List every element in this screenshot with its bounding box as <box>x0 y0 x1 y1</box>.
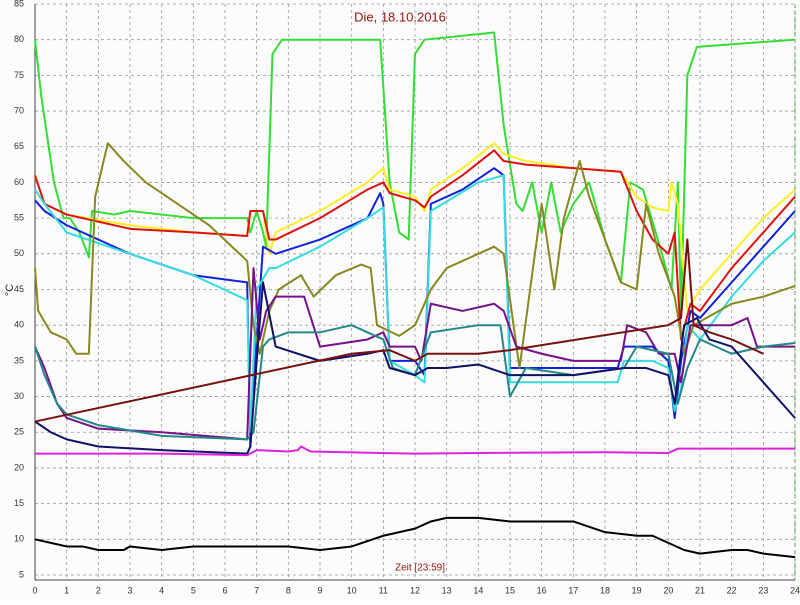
x-tick-label: 11 <box>379 585 388 595</box>
x-tick-label: 0 <box>32 585 37 595</box>
x-tick-label: 16 <box>537 585 547 595</box>
x-tick-label: 1 <box>64 585 69 595</box>
y-tick-label: 30 <box>14 391 24 401</box>
x-tick-label: 10 <box>347 585 357 595</box>
y-tick-label: 65 <box>14 141 24 151</box>
y-tick-label: 75 <box>14 70 24 80</box>
y-tick-label: 45 <box>14 284 24 294</box>
x-tick-label: 20 <box>663 585 673 595</box>
x-tick-label: 13 <box>442 585 452 595</box>
x-tick-label: 23 <box>758 585 768 595</box>
series-line <box>34 238 764 423</box>
x-tick-label: 8 <box>286 585 291 595</box>
y-tick-label: 85 <box>14 0 24 8</box>
x-tick-label: 22 <box>727 585 737 595</box>
chart-title: Die, 18.10.2016 <box>354 9 446 24</box>
x-tick-label: 15 <box>505 585 515 595</box>
y-tick-label: 5 <box>19 569 24 579</box>
x-tick-label: 21 <box>695 585 705 595</box>
series-line <box>34 281 796 455</box>
y-axis-label: °C <box>4 284 16 296</box>
y-tick-label: 70 <box>14 105 24 115</box>
series-line <box>34 516 796 559</box>
y-tick-label: 60 <box>14 177 24 187</box>
y-tick-label: 40 <box>14 320 24 330</box>
x-tick-label: 24 <box>790 585 800 595</box>
y-tick-label: 15 <box>14 498 24 508</box>
series-line <box>35 445 795 457</box>
y-tick-label: 50 <box>14 248 24 258</box>
x-tick-label: 7 <box>254 585 259 595</box>
y-tick-label: 20 <box>14 462 24 472</box>
series-line <box>34 142 796 370</box>
y-tick-label: 10 <box>14 534 24 544</box>
y-tick-label: 25 <box>14 427 24 437</box>
x-tick-label: 19 <box>632 585 642 595</box>
x-tick-label: 5 <box>191 585 196 595</box>
x-tick-label: 3 <box>127 585 132 595</box>
series-line <box>34 31 796 312</box>
x-tick-label: 12 <box>410 585 420 595</box>
x-tick-label: 6 <box>222 585 227 595</box>
x-tick-label: 14 <box>473 585 483 595</box>
x-tick-label: 9 <box>317 585 322 595</box>
x-tick-label: 4 <box>159 585 164 595</box>
y-tick-label: 80 <box>14 34 24 44</box>
x-axis-label: Zeit [23:59] <box>395 563 445 574</box>
x-tick-label: 17 <box>568 585 578 595</box>
y-tick-label: 55 <box>14 213 24 223</box>
y-tick-label: 35 <box>14 355 24 365</box>
x-tick-label: 18 <box>600 585 610 595</box>
series-line <box>34 149 796 341</box>
x-tick-label: 2 <box>96 585 101 595</box>
